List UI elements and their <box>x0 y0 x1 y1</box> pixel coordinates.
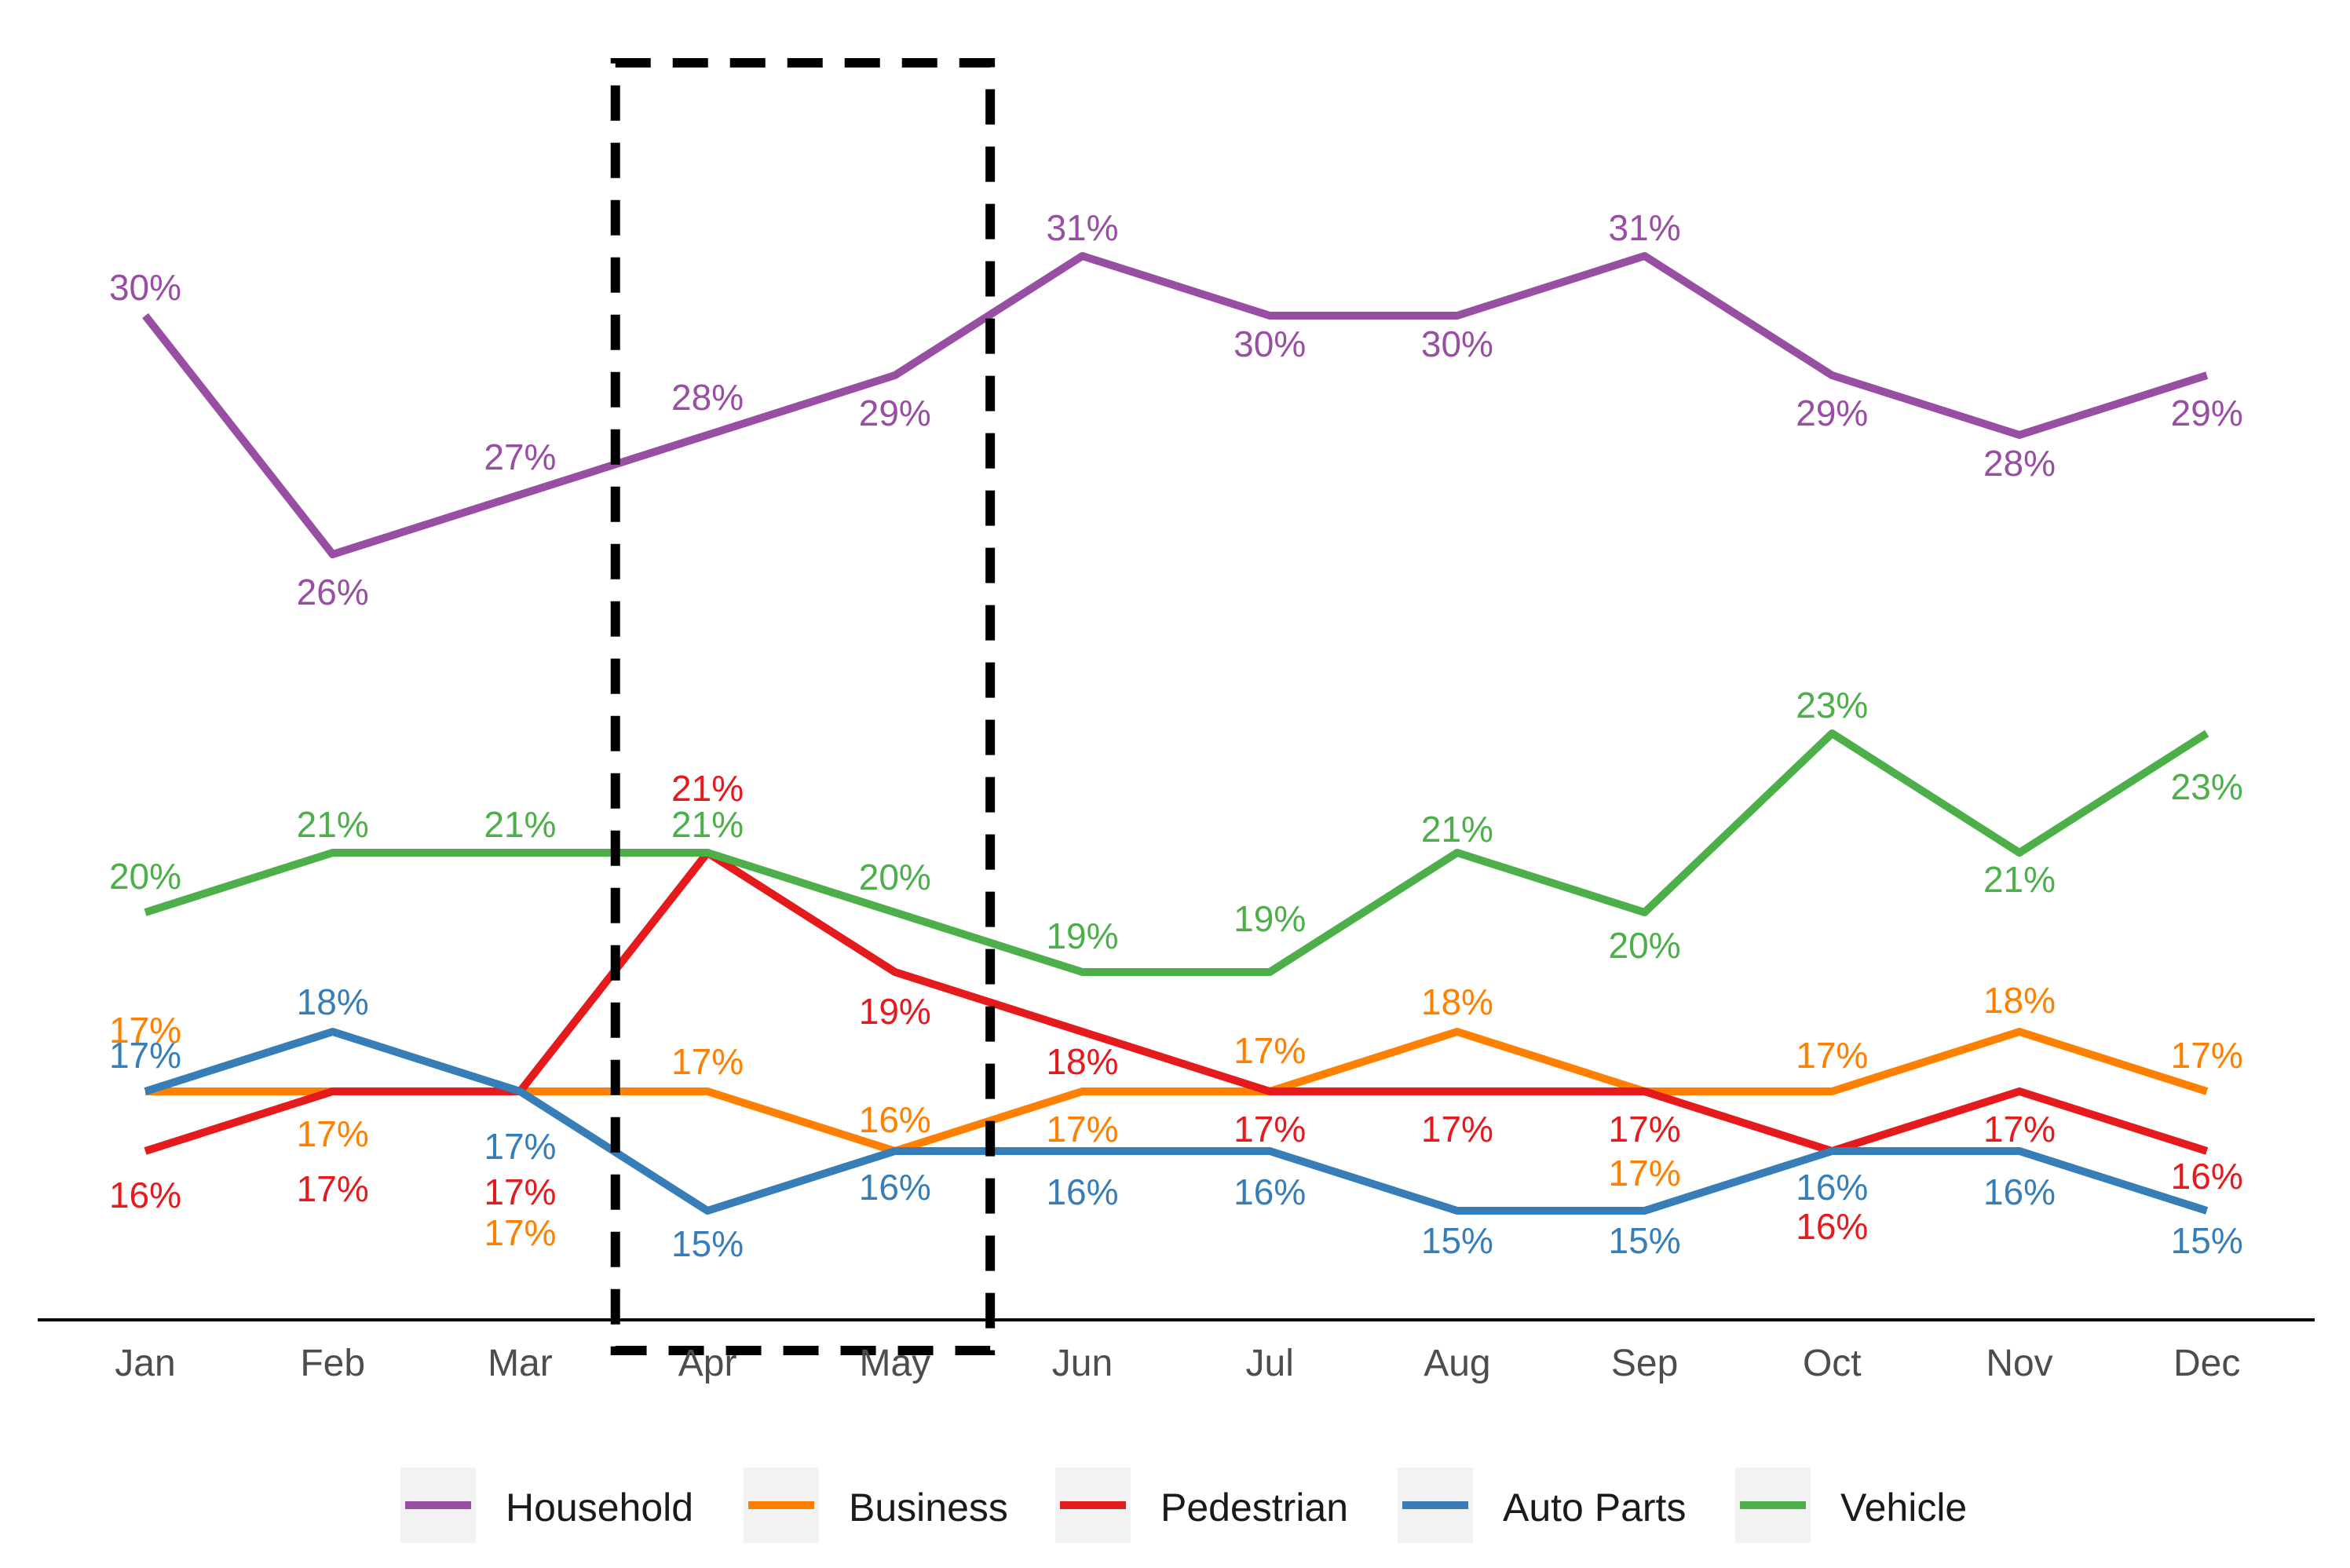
data-label-household-apr: 28% <box>671 377 744 418</box>
data-label-business-mar: 17% <box>484 1212 556 1253</box>
data-label-business-sep: 17% <box>1609 1153 1681 1193</box>
data-label-auto-parts-aug: 15% <box>1421 1220 1493 1261</box>
legend-label: Household <box>506 1486 693 1530</box>
x-tick-label-jul: Jul <box>1246 1343 1294 1384</box>
legend-label: Vehicle <box>1840 1486 1967 1530</box>
data-label-pedestrian-aug: 17% <box>1421 1109 1493 1150</box>
data-label-household-jan: 30% <box>109 267 181 308</box>
data-label-vehicle-oct: 23% <box>1796 685 1868 726</box>
data-label-pedestrian-jul: 17% <box>1233 1109 1306 1150</box>
data-label-household-nov: 28% <box>1983 443 2056 484</box>
legend-label: Business <box>849 1486 1008 1530</box>
data-label-pedestrian-nov: 17% <box>1983 1109 2056 1150</box>
x-tick-label-nov: Nov <box>1986 1343 2052 1384</box>
data-label-business-apr: 17% <box>671 1041 744 1082</box>
x-tick-label-oct: Oct <box>1803 1343 1862 1384</box>
data-label-vehicle-apr: 21% <box>671 804 744 845</box>
series-line-household <box>142 252 2209 558</box>
data-label-pedestrian-dec: 16% <box>2171 1156 2243 1197</box>
data-label-household-mar: 27% <box>484 437 556 477</box>
x-tick-label-may: May <box>859 1343 930 1384</box>
series-line-pedestrian <box>144 849 2209 1155</box>
data-label-household-may: 29% <box>859 393 931 433</box>
data-label-pedestrian-jun: 18% <box>1046 1041 1118 1082</box>
data-label-vehicle-mar: 21% <box>484 804 556 845</box>
data-label-vehicle-feb: 21% <box>297 804 369 845</box>
data-label-vehicle-nov: 21% <box>1983 859 2056 900</box>
data-label-business-jan: 17% <box>109 1010 181 1051</box>
data-label-business-may: 16% <box>859 1099 931 1140</box>
data-label-business-jul: 17% <box>1233 1030 1306 1071</box>
legend-item-household: Household <box>400 1467 693 1543</box>
data-label-pedestrian-jan: 16% <box>109 1175 181 1215</box>
legend-item-vehicle: Vehicle <box>1735 1467 1967 1543</box>
x-tick-label-dec: Dec <box>2173 1343 2240 1384</box>
data-label-auto-parts-nov: 16% <box>1983 1171 2056 1212</box>
data-label-pedestrian-sep: 17% <box>1609 1109 1681 1150</box>
series-line-vehicle <box>144 729 2209 976</box>
data-label-auto-parts-jun: 16% <box>1046 1171 1118 1212</box>
legend: Household Business Pedestrian Auto Parts Veh… <box>400 1467 1967 1543</box>
data-label-business-nov: 18% <box>1983 980 2056 1021</box>
x-tick-label-aug: Aug <box>1424 1343 1490 1384</box>
data-label-vehicle-jan: 20% <box>109 856 181 897</box>
x-tick-label-sep: Sep <box>1611 1343 1678 1384</box>
data-label-vehicle-jul: 19% <box>1233 898 1306 939</box>
data-label-business-aug: 18% <box>1421 981 1493 1022</box>
data-label-auto-parts-apr: 15% <box>671 1223 744 1264</box>
data-label-pedestrian-feb: 17% <box>297 1168 369 1209</box>
data-label-household-aug: 30% <box>1421 323 1493 364</box>
data-label-household-jul: 30% <box>1233 323 1306 364</box>
series-line-auto-parts <box>144 1028 2209 1215</box>
highlight-box-group <box>610 58 996 1355</box>
x-tick-label-mar: Mar <box>488 1343 553 1384</box>
legend-label: Auto Parts <box>1503 1486 1686 1530</box>
x-tick-label-feb: Feb <box>300 1343 365 1384</box>
data-label-business-jun: 17% <box>1046 1109 1118 1150</box>
data-label-pedestrian-oct: 16% <box>1796 1206 1868 1247</box>
data-label-auto-parts-mar: 17% <box>484 1126 556 1167</box>
data-labels: 30%26%27%28% 29%31%30% 30%31%29%28%29%17%1… <box>109 207 2243 1264</box>
data-label-auto-parts-feb: 18% <box>297 981 369 1022</box>
data-label-household-oct: 29% <box>1796 393 1868 433</box>
data-label-household-feb: 26% <box>297 572 369 612</box>
legend-item-business: Business <box>744 1467 1008 1543</box>
data-label-household-jun: 31% <box>1046 207 1118 248</box>
legend-item-pedestrian: Pedestrian <box>1055 1467 1348 1543</box>
data-label-pedestrian-mar: 17% <box>484 1171 556 1212</box>
data-label-business-dec: 17% <box>2171 1035 2243 1076</box>
data-label-vehicle-dec: 23% <box>2171 766 2243 807</box>
data-label-business-feb: 17% <box>297 1113 369 1154</box>
highlight-box <box>610 58 996 1355</box>
data-label-auto-parts-oct: 16% <box>1796 1167 1868 1208</box>
data-label-pedestrian-may: 19% <box>859 991 931 1032</box>
data-label-auto-parts-sep: 15% <box>1609 1220 1681 1261</box>
series-lines <box>142 252 2209 1215</box>
data-label-vehicle-aug: 21% <box>1421 809 1493 850</box>
x-tick-label-jun: Jun <box>1052 1343 1113 1384</box>
data-label-pedestrian-apr: 21% <box>671 768 744 809</box>
data-label-vehicle-may: 20% <box>859 857 931 897</box>
data-label-vehicle-sep: 20% <box>1609 925 1681 966</box>
legend-item-auto-parts: Auto Parts <box>1398 1467 1686 1543</box>
data-label-business-oct: 17% <box>1796 1035 1868 1076</box>
legend-label: Pedestrian <box>1160 1486 1348 1530</box>
data-label-auto-parts-jan: 17% <box>109 1035 181 1076</box>
data-label-vehicle-jun: 19% <box>1046 916 1118 956</box>
data-label-auto-parts-jul: 16% <box>1233 1171 1306 1212</box>
x-axis: Jan Feb Mar Apr May Jun Jul Aug Sep Oct Nov Dec <box>38 1318 2315 1384</box>
data-label-household-dec: 29% <box>2171 393 2243 433</box>
data-label-auto-parts-may: 16% <box>859 1167 931 1208</box>
data-label-auto-parts-dec: 15% <box>2171 1220 2243 1261</box>
x-tick-label-jan: Jan <box>115 1343 175 1384</box>
x-tick-label-apr: Apr <box>678 1343 737 1384</box>
data-label-household-sep: 31% <box>1609 207 1681 248</box>
